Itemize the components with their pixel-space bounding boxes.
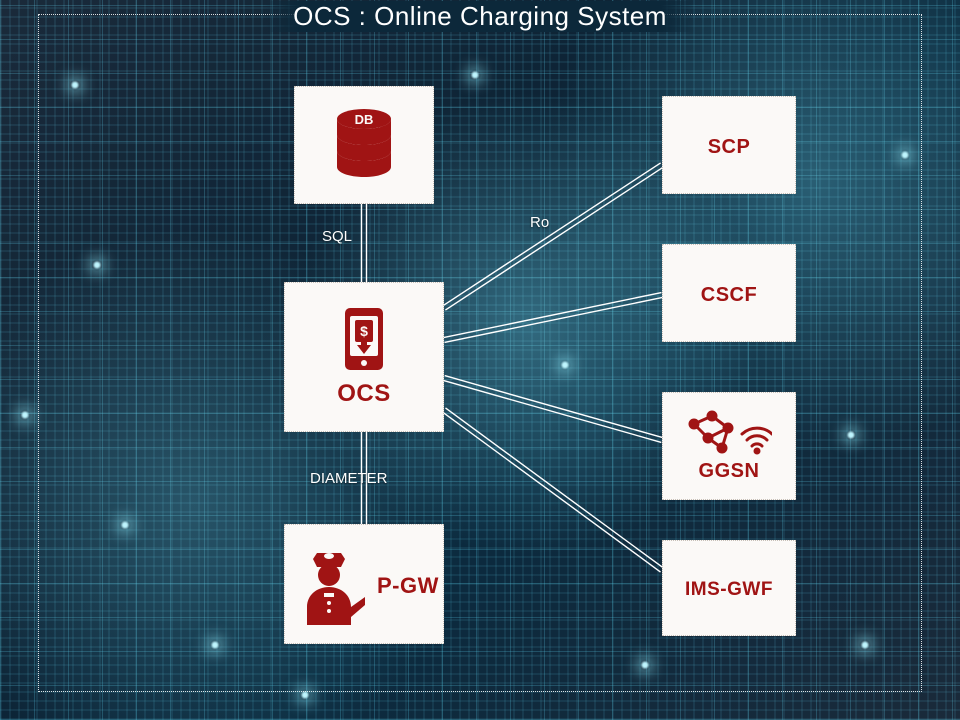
node-db: DB	[294, 86, 434, 204]
node-cscf: CSCF	[662, 244, 796, 342]
title-wrap: OCS : Online Charging System	[265, 1, 695, 32]
database-icon: DB	[331, 108, 397, 182]
diagram-stage: OCS : Online Charging System DB	[0, 0, 960, 720]
node-pgw-label: P-GW	[377, 573, 439, 599]
edge-label-sql: SQL	[322, 228, 352, 245]
node-ocs: $ OCS	[284, 282, 444, 432]
node-ggsn: GGSN	[662, 392, 796, 500]
page-title: OCS : Online Charging System	[281, 1, 679, 32]
officer-icon	[297, 541, 367, 627]
node-pgw: P-GW	[284, 524, 444, 644]
edge-label-ro: Ro	[530, 214, 549, 231]
wifi-nodes-icon	[686, 410, 772, 456]
svg-text:$: $	[360, 323, 368, 339]
node-cscf-label: CSCF	[701, 284, 757, 307]
node-ggsn-label: GGSN	[699, 460, 760, 483]
node-imsgwf: IMS-GWF	[662, 540, 796, 636]
svg-text:DB: DB	[355, 112, 374, 127]
node-ocs-label: OCS	[337, 380, 391, 408]
node-scp: SCP	[662, 96, 796, 194]
node-scp-label: SCP	[708, 136, 751, 159]
edge-label-diameter: DIAMETER	[310, 470, 388, 487]
phone-dollar-icon: $	[335, 306, 393, 376]
node-imsgwf-label: IMS-GWF	[685, 579, 773, 601]
